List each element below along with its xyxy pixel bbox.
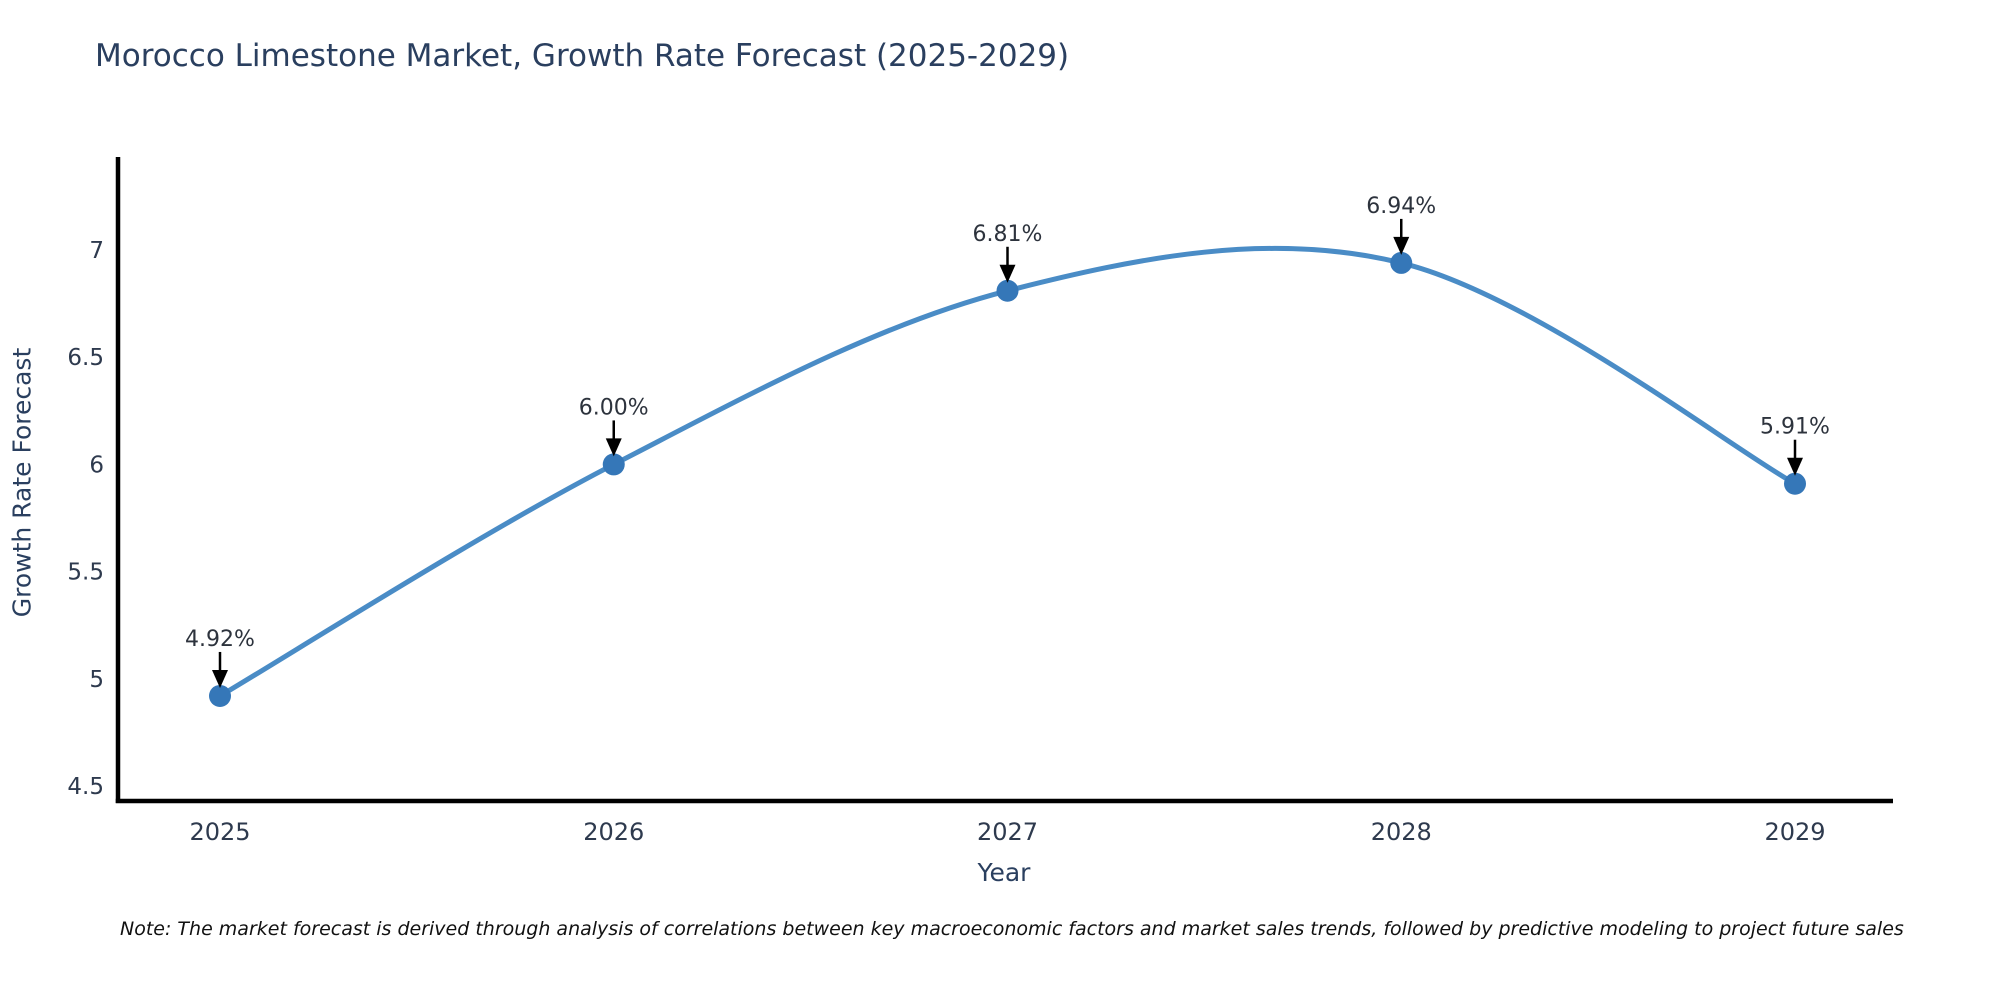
annotation-label: 6.00% [579, 395, 649, 420]
annotation-label: 6.94% [1366, 194, 1436, 219]
line-series [217, 245, 1798, 699]
x-tick-label: 2025 [189, 818, 250, 846]
y-tick-label: 5.5 [67, 560, 104, 586]
y-axis-title: Growth Rate Forecast [7, 347, 37, 618]
annotation-arrowhead [605, 438, 622, 457]
y-tick-labels: 7 6.5 6 5.5 5 4.5 [67, 238, 104, 800]
annotation-label: 6.81% [973, 222, 1043, 247]
y-tick-label: 7 [89, 238, 104, 264]
annotation-label: 5.91% [1760, 415, 1830, 440]
data-point-marker [602, 453, 625, 476]
y-tick-label: 6 [89, 452, 104, 478]
x-axis-title: Year [977, 858, 1031, 887]
annotation-arrowhead [1393, 236, 1410, 255]
x-tick-labels: 2025 2026 2027 2028 2029 [189, 818, 1825, 846]
y-tick-label: 6.5 [67, 345, 104, 371]
data-point-marker [209, 684, 231, 707]
annotation-arrowhead [1787, 457, 1803, 476]
x-tick-label: 2028 [1371, 818, 1432, 846]
data-point-markers [209, 251, 1806, 707]
chart-title: Morocco Limestone Market, Growth Rate Fo… [95, 38, 1070, 74]
y-tick-label: 5 [89, 667, 104, 693]
y-tick-label: 4.5 [67, 774, 104, 800]
x-tick-label: 2029 [1764, 818, 1825, 846]
x-tick-label: 2026 [583, 818, 644, 846]
data-point-marker [996, 279, 1019, 302]
annotation-arrowhead [212, 669, 228, 688]
data-point-marker [1784, 472, 1806, 495]
footnote: Note: The market forecast is derived thr… [120, 918, 1904, 940]
data-point-marker [1390, 251, 1413, 274]
annotation-arrowhead [999, 264, 1016, 283]
annotations: 4.92% 6.00% 6.81% 6.94% 5.91% [185, 194, 1830, 688]
annotation-label: 4.92% [185, 627, 255, 652]
x-tick-label: 2027 [977, 818, 1038, 846]
